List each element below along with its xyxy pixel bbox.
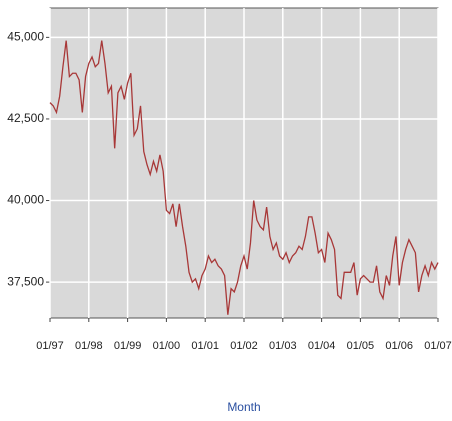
x-tick-label: 01/97 <box>36 340 64 352</box>
x-tick-label: 01/07 <box>424 340 452 352</box>
y-tick-label: 40,000 <box>7 193 44 207</box>
x-axis-label: Month <box>227 400 260 414</box>
x-tick-label: 01/03 <box>269 340 297 352</box>
x-tick-label: 01/98 <box>75 340 103 352</box>
data-line <box>49 40 439 315</box>
y-tick-label: 37,500 <box>7 274 44 288</box>
x-tick-label: 01/99 <box>114 340 142 352</box>
x-tick-label: 01/04 <box>308 340 336 352</box>
y-tick-label: 42,500 <box>7 111 44 125</box>
x-tick-label: 01/01 <box>191 340 219 352</box>
y-tick-label: 45,000 <box>7 30 44 44</box>
x-tick-label: 01/05 <box>347 340 375 352</box>
x-tick-label: 01/02 <box>230 340 258 352</box>
x-tick-label: 01/06 <box>385 340 413 352</box>
x-tick-label: 01/00 <box>153 340 181 352</box>
